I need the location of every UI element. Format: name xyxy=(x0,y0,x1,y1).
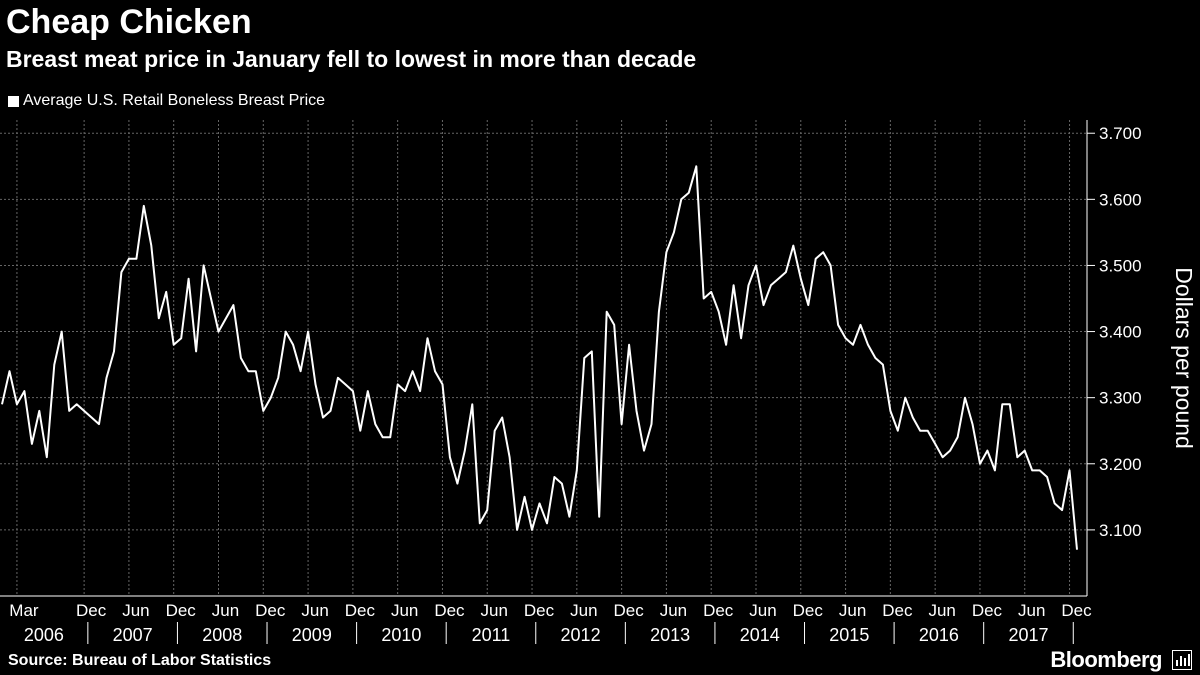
x-tick-label: Jun xyxy=(749,601,776,620)
x-tick-label: Dec xyxy=(524,601,555,620)
source-note: Source: Bureau of Labor Statistics xyxy=(8,652,272,669)
year-label: 2006 xyxy=(24,625,64,645)
year-label: 2013 xyxy=(650,625,690,645)
y-tick-label: 3.700 xyxy=(1099,124,1142,143)
year-label: 2008 xyxy=(202,625,242,645)
x-tick-label: Mar xyxy=(9,601,39,620)
price-series-line xyxy=(1,165,1078,550)
x-tick-label: Dec xyxy=(703,601,734,620)
x-tick-label: Dec xyxy=(345,601,376,620)
year-label: 2010 xyxy=(381,625,421,645)
x-tick-label: Dec xyxy=(614,601,645,620)
year-label: 2014 xyxy=(740,625,780,645)
x-tick-label: Jun xyxy=(481,601,508,620)
bloomberg-logo: Bloomberg xyxy=(1050,647,1162,672)
x-tick-label: Jun xyxy=(122,601,149,620)
x-tick-label: Jun xyxy=(839,601,866,620)
y-tick-label: 3.600 xyxy=(1099,190,1142,209)
x-tick-label: Dec xyxy=(166,601,197,620)
x-tick-label: Dec xyxy=(255,601,286,620)
y-tick-label: 3.300 xyxy=(1099,389,1142,408)
y-tick-label: 3.400 xyxy=(1099,323,1142,342)
year-label: 2012 xyxy=(561,625,601,645)
year-label: 2016 xyxy=(919,625,959,645)
bloomberg-terminal-icon xyxy=(1172,650,1192,670)
year-label: 2009 xyxy=(292,625,332,645)
y-axis-title: Dollars per pound xyxy=(1171,267,1197,449)
legend-label: Average U.S. Retail Boneless Breast Pric… xyxy=(23,92,326,109)
x-tick-label: Jun xyxy=(928,601,955,620)
x-tick-label: Dec xyxy=(972,601,1003,620)
x-tick-label: Dec xyxy=(76,601,107,620)
x-tick-label: Jun xyxy=(1018,601,1045,620)
x-tick-label: Dec xyxy=(882,601,913,620)
year-label: 2007 xyxy=(113,625,153,645)
chart-title: Cheap Chicken xyxy=(6,3,252,41)
x-tick-label: Dec xyxy=(1061,601,1092,620)
legend: Average U.S. Retail Boneless Breast Pric… xyxy=(8,91,325,111)
x-tick-label: Jun xyxy=(391,601,418,620)
y-tick-label: 3.100 xyxy=(1099,521,1142,540)
year-label: 2011 xyxy=(472,625,511,645)
x-tick-label: Jun xyxy=(212,601,239,620)
year-label: 2017 xyxy=(1008,625,1048,645)
x-tick-label: Jun xyxy=(570,601,597,620)
y-tick-label: 3.500 xyxy=(1099,256,1142,275)
chart-subtitle: Breast meat price in January fell to low… xyxy=(6,46,697,72)
y-tick-label: 3.200 xyxy=(1099,455,1142,474)
legend-swatch-icon xyxy=(8,95,19,107)
x-tick-label: Dec xyxy=(793,601,824,620)
x-tick-label: Jun xyxy=(301,601,328,620)
x-tick-label: Dec xyxy=(434,601,465,620)
year-label: 2015 xyxy=(829,625,869,645)
x-tick-label: Jun xyxy=(660,601,687,620)
